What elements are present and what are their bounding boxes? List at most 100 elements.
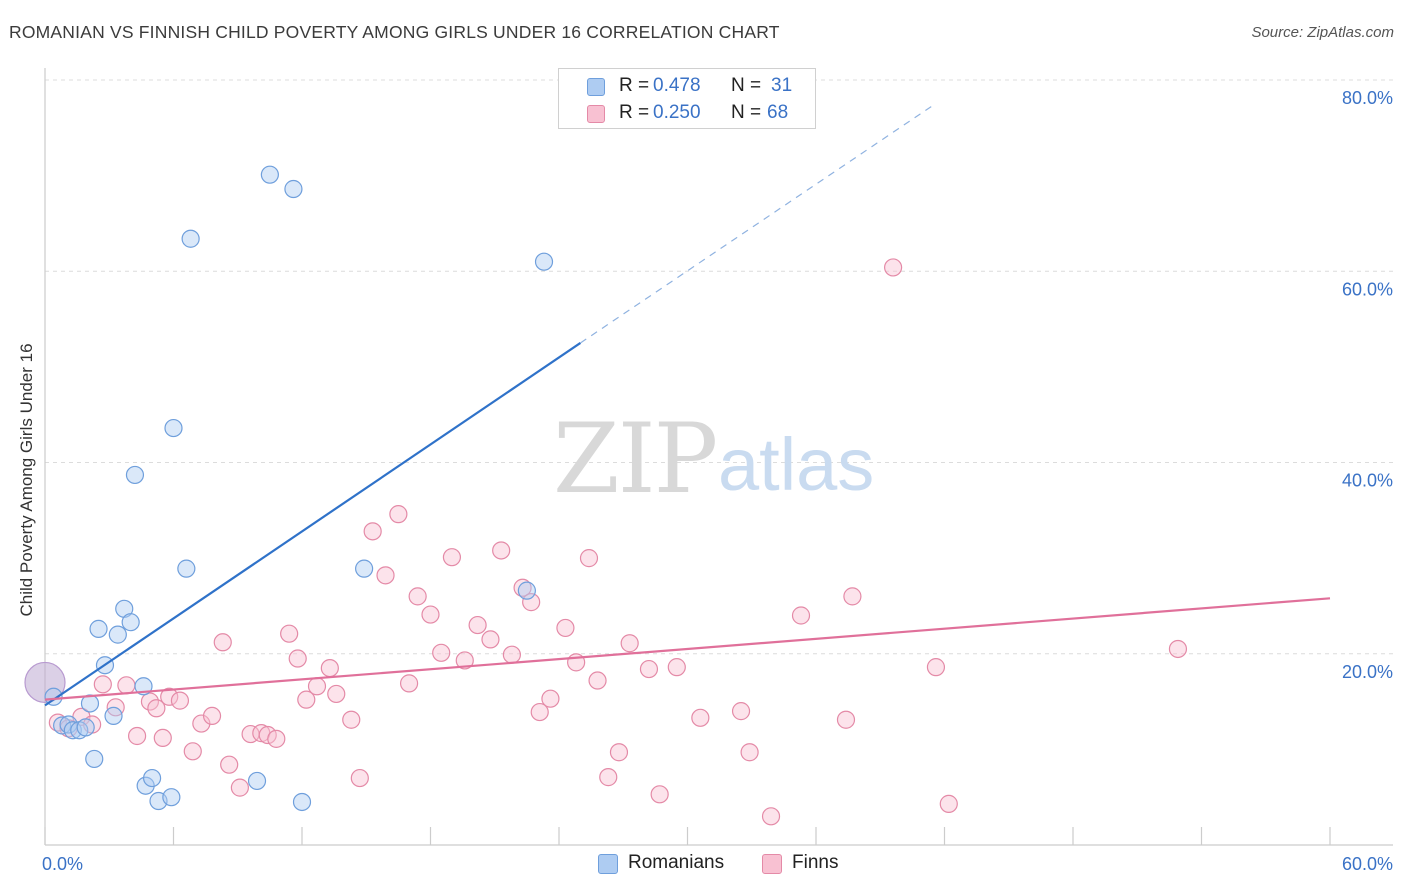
finns-point (320, 658, 339, 678)
legend-swatch-romanians (587, 78, 605, 96)
finns-point (93, 675, 112, 694)
finns-point (376, 566, 395, 585)
finns-point (836, 710, 856, 729)
finns-point (127, 726, 147, 746)
finns-point (639, 659, 659, 679)
romanians-point (104, 706, 123, 726)
finns-point (230, 778, 249, 797)
finns-point (926, 658, 946, 677)
finns-point (399, 674, 419, 693)
romanians-point (355, 559, 374, 578)
finns-point (267, 729, 286, 748)
finns-point (147, 699, 166, 718)
finns-point (140, 692, 160, 711)
romanians-point (80, 694, 100, 713)
legend-r-value: 0.250 (653, 102, 701, 123)
finns-point (556, 618, 575, 638)
finns-point (883, 258, 903, 277)
finns-point (599, 768, 618, 787)
finns-point (220, 755, 239, 774)
finns-point (1168, 639, 1188, 659)
finns-point (579, 549, 599, 568)
romanians-point (284, 179, 303, 199)
watermark: ZIP atlas (553, 403, 874, 515)
romanians-point (89, 619, 108, 638)
legend-r-value: 0.478 (653, 75, 701, 96)
romanians-point (164, 418, 183, 438)
finns-point (160, 687, 179, 706)
finns-trend-line (44, 597, 1331, 701)
finns-point (691, 708, 710, 727)
romanians-point (142, 768, 162, 788)
romanians-point (534, 252, 554, 271)
romanians-point (85, 749, 104, 769)
finns-point (740, 743, 759, 762)
romanians-trend-line (44, 342, 582, 707)
romanians-point (76, 718, 95, 737)
finns-point (350, 768, 369, 788)
finns-point (502, 645, 521, 664)
romanians-point (247, 771, 267, 791)
finns-point (280, 624, 299, 643)
finns-point (170, 691, 190, 710)
watermark-zip: ZIP (553, 403, 716, 515)
finns-point (731, 702, 751, 721)
y-tick-label: 40.0% (1342, 471, 1393, 491)
series-label-romanians: Romanians (628, 852, 725, 873)
romanians-point (121, 613, 140, 632)
finns-point (258, 725, 277, 745)
romanians-point (24, 661, 66, 704)
finns-point (432, 643, 451, 662)
romanians-points (24, 165, 554, 812)
finns-point (492, 541, 511, 560)
finns-point (307, 677, 327, 696)
y-tick-label: 60.0% (1342, 279, 1393, 299)
finns-point (530, 702, 549, 722)
finns-point (442, 548, 462, 567)
legend-n-label: N = (731, 75, 762, 96)
finns-point (843, 587, 862, 606)
romanians-point (177, 559, 196, 578)
romanians-point (108, 625, 127, 644)
finns-point (609, 743, 629, 762)
source-credit: Source: ZipAtlas.com (1251, 24, 1394, 41)
finns-point (455, 651, 474, 670)
finns-point (327, 684, 346, 704)
finns-point (213, 633, 232, 652)
trend-lines (44, 104, 1331, 707)
finns-point (421, 605, 440, 624)
romanians-point (181, 229, 200, 248)
finns-point (342, 710, 361, 729)
x-tick-labels: 0.0% 60.0% (42, 854, 1393, 874)
romanians-trend-extension (580, 104, 935, 344)
finns-point (481, 630, 500, 649)
finns-point (541, 689, 560, 708)
series-swatch-finns (762, 854, 782, 874)
y-tick-label: 80.0% (1342, 88, 1393, 108)
finns-point (153, 728, 172, 748)
series-label-finns: Finns (792, 852, 839, 873)
legend-n-label: N = (731, 102, 762, 123)
finns-points (48, 258, 1188, 826)
finns-point (588, 671, 607, 690)
finns-point (620, 634, 639, 653)
finns-point (202, 706, 222, 726)
legend-r-label: R = (619, 75, 650, 96)
romanians-point (517, 581, 536, 600)
y-tick-labels: 20.0% 40.0% 60.0% 80.0% (1342, 88, 1393, 682)
finns-point (650, 785, 669, 804)
legend-n-value: 31 (771, 75, 793, 96)
romanians-point (53, 716, 72, 735)
finns-point (288, 649, 307, 668)
correlation-legend: R = 0.478 N = 31 R = 0.250 N = 68 (558, 68, 816, 129)
finns-point (117, 676, 136, 695)
romanians-point (292, 792, 312, 812)
finns-point (791, 606, 811, 625)
chart-title: ROMANIAN VS FINNISH CHILD POVERTY AMONG … (9, 22, 780, 42)
x-tick-label: 0.0% (42, 854, 83, 874)
series-swatch-romanians (598, 854, 618, 874)
finns-point (667, 658, 686, 677)
romanians-point (260, 165, 279, 184)
finns-point (297, 690, 316, 709)
